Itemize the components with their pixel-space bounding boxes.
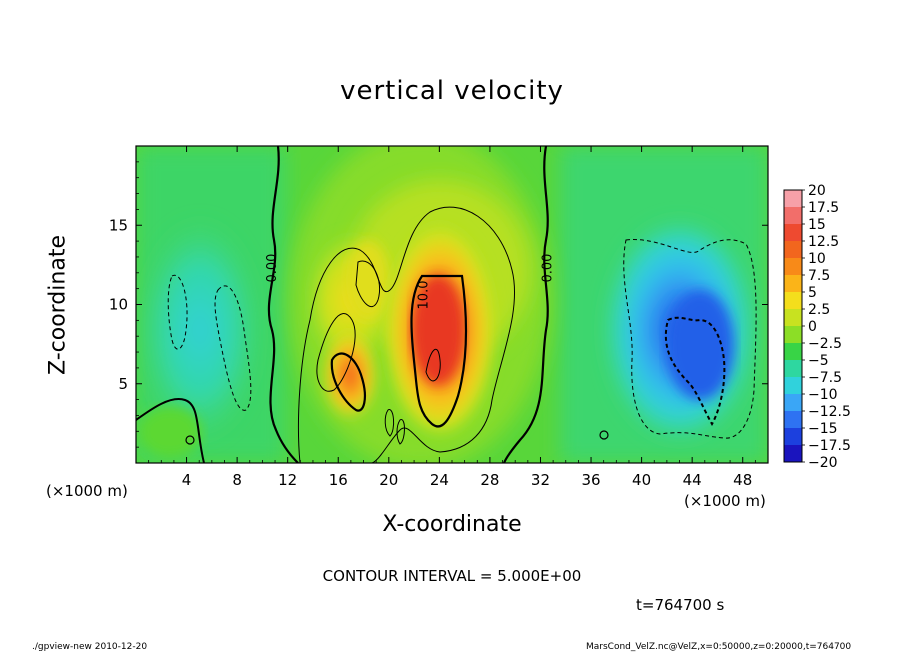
colorbar-label: 7.5 [808,268,830,284]
colorbar-label: −15 [808,421,838,437]
chart-title: vertical velocity [340,76,564,106]
y-tick-label: 5 [118,375,128,393]
colorbar-label: −12.5 [808,404,851,420]
colorbar-label: −5 [808,353,829,369]
x-tick-label: 28 [480,471,499,489]
y-axis-label: Z-coordinate [45,235,71,375]
colorbar-label: −2.5 [808,336,842,352]
colorbar-label: 12.5 [808,234,839,250]
time-text: t=764700 s [636,596,725,614]
x-tick-label: 32 [531,471,550,489]
colorbar-swatch [784,224,802,242]
colorbar-label: 5 [808,285,817,301]
x-axis-label: X-coordinate [382,512,522,537]
footer-left: ./gpview-new 2010-12-20 [32,642,148,652]
colorbar-label: 20 [808,183,826,199]
colorbar-swatch [784,411,802,429]
colorbar-swatch [784,241,802,259]
colorbar-swatch [784,292,802,310]
colorbar-swatch [784,207,802,225]
colorbar-swatch [784,360,802,378]
colorbar-swatch [784,445,802,463]
colorbar-label: −20 [808,455,838,471]
colorbar-label: 15 [808,217,826,233]
x-tick-label: 24 [430,471,449,489]
contour-lines [136,146,757,463]
contour-label: 10.0 [417,281,432,310]
contour-label: 0.00 [541,254,556,283]
x-tick-label: 20 [379,471,398,489]
colorbar-label: 0 [808,319,817,335]
x-ticks: 4 8 12 16 20 24 28 32 36 40 44 48 [148,146,756,489]
colorbar-label: 2.5 [808,302,830,318]
x-tick-label: 36 [581,471,600,489]
heatmap-field [136,146,768,463]
x-unit-left: (×1000 m) [46,482,128,500]
y-ticks: 5 10 15 [109,161,768,448]
colorbar-label: −10 [808,387,838,403]
colorbar-label: −17.5 [808,438,851,454]
colorbar-label: 10 [808,251,826,267]
colorbar-swatch [784,343,802,361]
x-tick-label: 40 [632,471,651,489]
x-unit-right: (×1000 m) [684,492,766,510]
colorbar-swatch [784,326,802,344]
colorbar: 2017.51512.5107.552.50−2.5−5−7.5−10−12.5… [783,183,851,471]
contour-interval-text: CONTOUR INTERVAL = 5.000E+00 [322,567,582,585]
x-tick-label: 16 [329,471,348,489]
x-tick-label: 48 [733,471,752,489]
colorbar-swatch [784,190,802,208]
contour-label: 0.00 [265,254,280,283]
x-tick-label: 44 [683,471,702,489]
colorbar-label: 17.5 [808,200,839,216]
colorbar-swatch [784,309,802,327]
colorbar-swatch [784,428,802,446]
y-tick-label: 15 [109,216,128,234]
footer-right: MarsCond_VelZ.nc@VelZ,x=0:50000,z=0:2000… [586,642,852,652]
colorbar-swatch [784,377,802,395]
colorbar-swatch [784,275,802,293]
colorbar-swatch [784,394,802,412]
x-tick-label: 12 [278,471,297,489]
contour-labels: 0.00 10.0 0.00 [265,254,556,310]
colorbar-swatch [784,258,802,276]
x-tick-label: 4 [182,471,192,489]
colorbar-label: −7.5 [808,370,842,386]
y-tick-label: 10 [109,296,128,314]
x-tick-label: 8 [232,471,242,489]
